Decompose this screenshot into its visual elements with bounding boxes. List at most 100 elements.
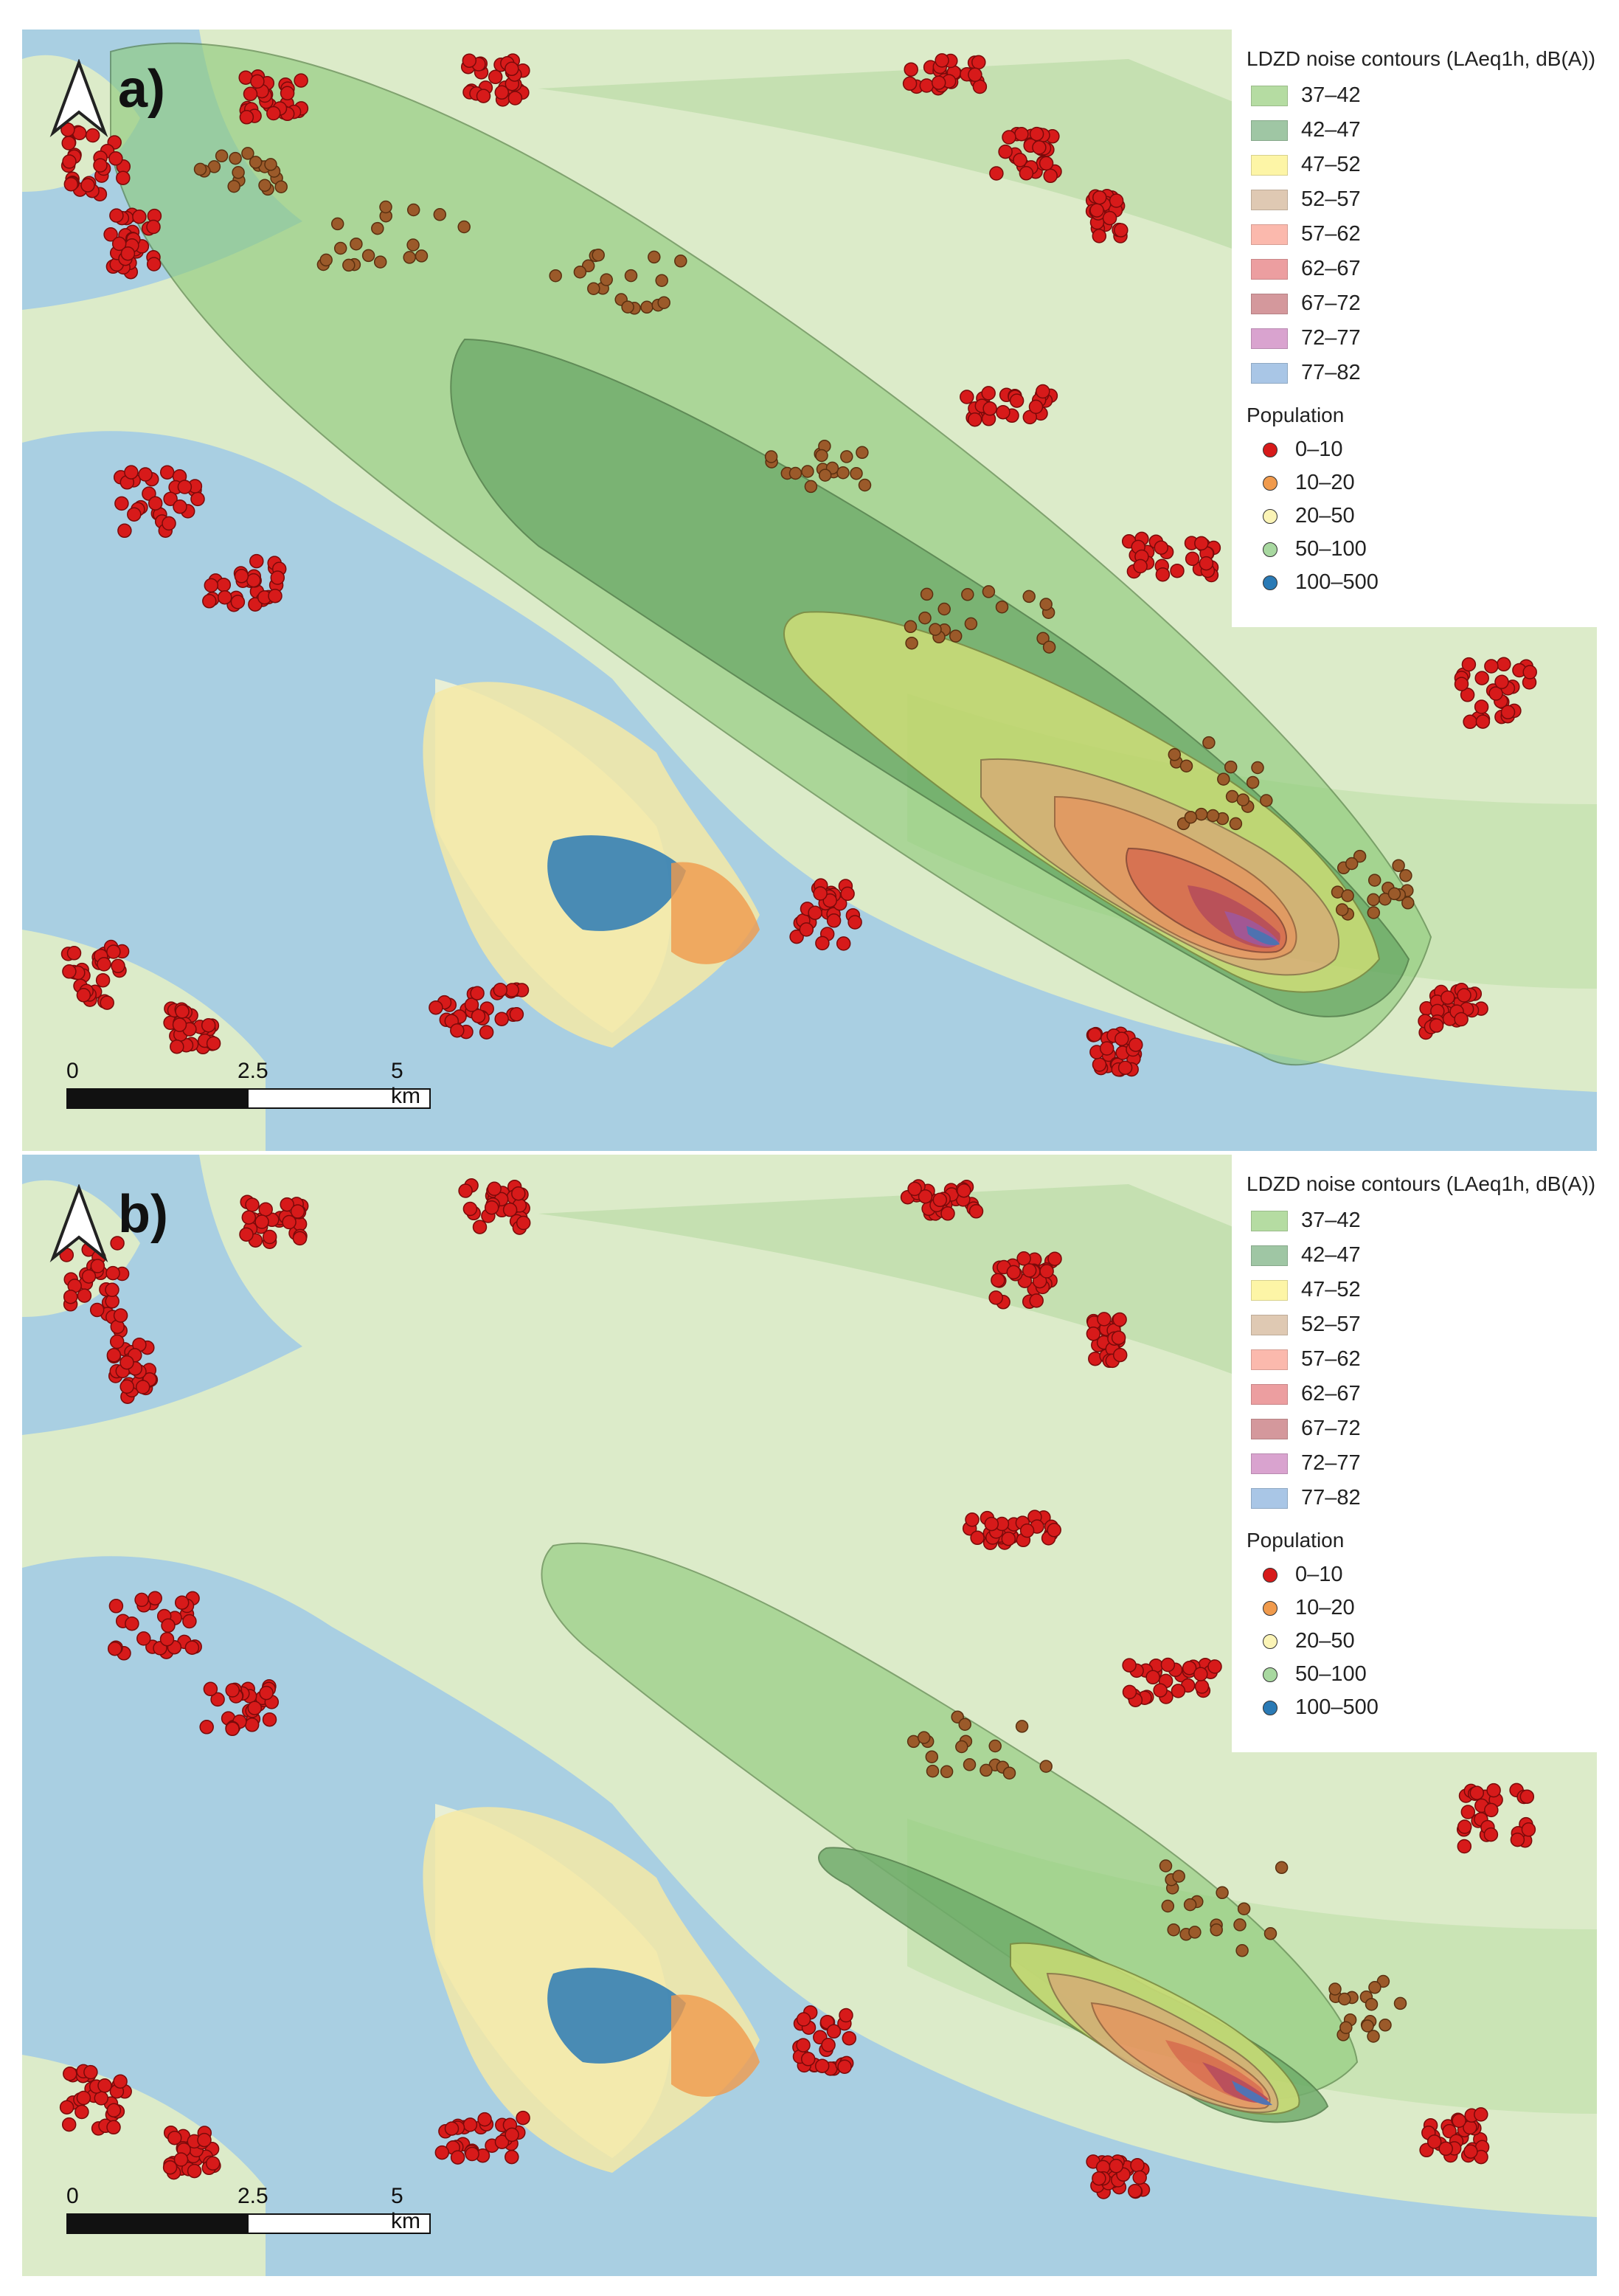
population-dot	[972, 79, 988, 94]
north-arrow-icon	[49, 1184, 108, 1263]
legend-label: 100–500	[1295, 1695, 1379, 1719]
legend-item-noise: 62–67	[1247, 252, 1597, 286]
legend-dot	[1263, 575, 1277, 590]
population-dot-in-contour	[955, 1740, 968, 1754]
population-dot	[216, 577, 232, 592]
population-classes: 0–10 10–20 20–50 50–100 100–500	[1247, 433, 1597, 599]
population-dot-in-contour	[415, 249, 429, 263]
land-island-topleft	[22, 1180, 140, 1317]
population-dot	[1009, 393, 1025, 408]
population-dot	[1028, 399, 1044, 415]
population-dot-in-contour	[330, 217, 344, 231]
population-dot	[1047, 1251, 1062, 1266]
population-dot	[494, 85, 510, 100]
population-dot-in-contour	[1039, 1760, 1053, 1773]
population-dot-in-contour	[573, 265, 587, 279]
population-dot	[1001, 1531, 1016, 1546]
legend-item-noise: 77–82	[1247, 356, 1597, 390]
population-dot-in-contour	[836, 466, 850, 480]
population-dot	[262, 1229, 277, 1245]
population-dot	[1006, 1265, 1022, 1280]
legend-a: LDZD noise contours (LAeq1h, dB(A)) 37–4…	[1232, 30, 1597, 627]
population-dot	[1199, 556, 1214, 571]
population-dot	[63, 2067, 77, 2081]
population-dot	[450, 2150, 465, 2165]
legend-item-noise: 72–77	[1247, 321, 1597, 356]
settlement-orange	[671, 862, 760, 964]
settlement-main-b	[423, 1807, 760, 2173]
scale-bar: 0 2.5 5 km	[66, 2184, 435, 2236]
population-dot	[1494, 674, 1509, 690]
population-dot	[960, 390, 974, 404]
population-dot-in-contour	[258, 179, 271, 192]
population-dot	[244, 1718, 260, 1732]
population-dot	[487, 1181, 502, 1197]
scale-bar: 0 2.5 5 km	[66, 1059, 435, 1110]
population-dot-in-contour	[1022, 589, 1036, 604]
population-dot	[239, 110, 254, 125]
population-dot	[842, 2030, 857, 2046]
population-dot-in-contour	[958, 1718, 971, 1731]
legend-item-population: 100–500	[1247, 1691, 1597, 1724]
population-dot	[1029, 1293, 1044, 1308]
legend-label: 50–100	[1295, 537, 1367, 561]
population-dot	[282, 1214, 297, 1230]
population-dot-in-contour	[1341, 889, 1354, 902]
population-dot-in-contour	[333, 241, 347, 255]
population-dot-in-contour	[1210, 1923, 1223, 1937]
population-dot	[472, 1220, 488, 1234]
population-dot-in-contour	[1172, 1870, 1185, 1883]
population-dot	[1153, 1683, 1168, 1698]
population-dot	[494, 2134, 510, 2149]
population-dot	[1112, 1312, 1127, 1327]
population-dot	[162, 2160, 178, 2175]
population-dot	[1521, 1822, 1536, 1837]
population-dot-in-contour	[249, 156, 263, 169]
population-dot	[988, 1290, 1003, 1305]
population-dot	[493, 982, 508, 997]
population-dot	[63, 1289, 78, 1304]
population-dot	[117, 523, 132, 539]
population-dot	[464, 997, 479, 1012]
population-dot-in-contour	[940, 1765, 954, 1779]
legend-item-population: 0–10	[1247, 433, 1597, 466]
population-dot-in-contour	[1387, 887, 1401, 901]
population-dot-in-contour	[241, 147, 254, 160]
population-dot	[1460, 1805, 1476, 1819]
population-dot	[840, 886, 855, 902]
population-dot-in-contour	[764, 450, 778, 463]
population-dot	[258, 1202, 273, 1217]
legend-item-noise: 42–47	[1247, 113, 1597, 148]
population-dot-in-contour	[592, 248, 605, 262]
population-dot	[174, 1595, 190, 1610]
population-dot	[199, 1720, 214, 1735]
panel-label: a)	[118, 60, 166, 119]
population-dot-in-contour	[1379, 2019, 1392, 2032]
legend-swatch	[1251, 189, 1288, 210]
population-dot	[202, 594, 217, 609]
legend-label: 47–52	[1301, 153, 1361, 176]
population-dot	[247, 1701, 263, 1715]
population-dot	[1109, 2159, 1124, 2174]
population-dot	[95, 972, 111, 988]
population-dot	[477, 2112, 492, 2127]
population-dot	[1160, 1657, 1176, 1673]
population-dot	[197, 2132, 212, 2148]
population-dot	[904, 62, 918, 77]
legend-item-noise: 62–67	[1247, 1377, 1597, 1411]
population-dot	[175, 1004, 190, 1019]
population-dot	[940, 1206, 955, 1221]
population-dot	[970, 1530, 985, 1546]
population-dot-in-contour	[319, 253, 333, 267]
population-dot	[444, 2121, 460, 2136]
noise-classes: 37–42 42–47 47–52 52–57 57–62 62–67 67–72 72–77…	[1247, 1203, 1597, 1515]
population-dot	[1463, 2144, 1478, 2159]
population-dot	[984, 1516, 999, 1532]
population-dot-in-contour	[229, 151, 242, 165]
legend-label: 0–10	[1295, 438, 1343, 461]
population-dot-in-contour	[1401, 896, 1415, 910]
population-dot-in-contour	[917, 1731, 931, 1744]
settlement-orange	[671, 1994, 760, 2097]
population-dot	[136, 1631, 151, 1646]
legend-swatch	[1251, 120, 1288, 141]
